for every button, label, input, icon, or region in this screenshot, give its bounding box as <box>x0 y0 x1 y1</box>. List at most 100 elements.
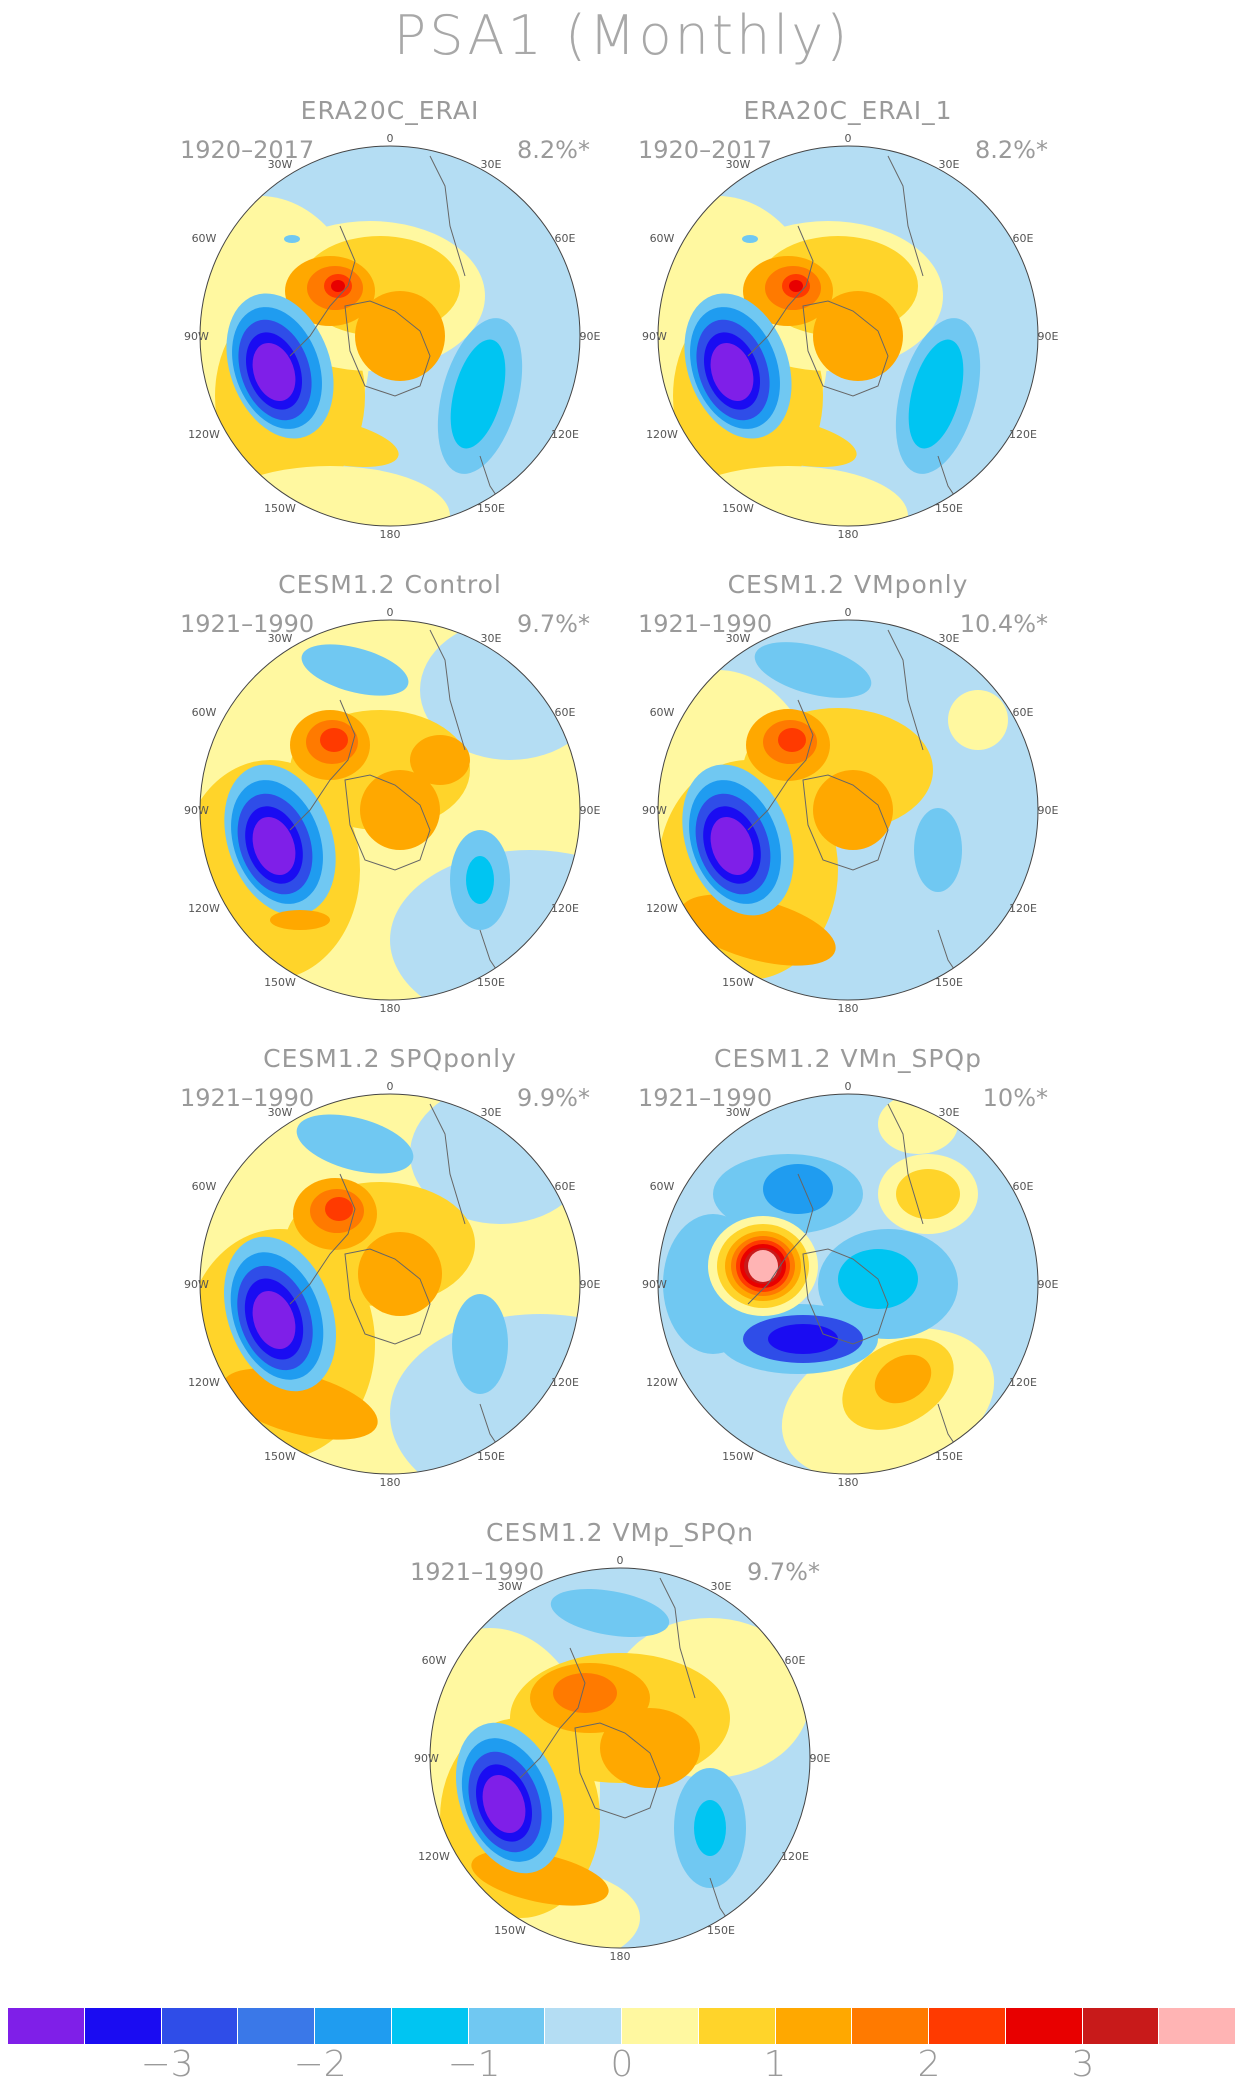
svg-text:120E: 120E <box>551 902 579 915</box>
svg-text:90W: 90W <box>414 1752 439 1765</box>
svg-text:150W: 150W <box>264 976 296 989</box>
svg-text:30E: 30E <box>481 158 502 171</box>
svg-text:0: 0 <box>845 606 852 619</box>
svg-text:0: 0 <box>387 606 394 619</box>
colorbar <box>8 2008 1236 2044</box>
period-label: 1921–1990 <box>180 610 315 638</box>
longitude-labels: 0 30E 60E 90E 120E 150E 180 150W 120W 90… <box>414 1554 830 1963</box>
colorbar-swatch <box>8 2008 85 2044</box>
variance-explained: 9.9%* <box>517 1084 590 1112</box>
variance-explained: 10.4%* <box>959 610 1048 638</box>
longitude-labels: 0 30E 60E 90E 120E 150E 180 150W 120W 90… <box>642 132 1058 541</box>
svg-text:30E: 30E <box>939 1106 960 1119</box>
svg-text:60W: 60W <box>650 706 675 719</box>
svg-text:150E: 150E <box>707 1924 735 1937</box>
svg-text:180: 180 <box>380 1476 401 1489</box>
colorbar-swatch <box>1159 2008 1236 2044</box>
polar-map: 0 30E 60E 90E 120E 150E 180 150W 120W 90… <box>184 606 600 1015</box>
longitude-labels: 0 30E 60E 90E 120E 150E 180 150W 120W 90… <box>642 1080 1058 1489</box>
svg-text:0: 0 <box>845 132 852 145</box>
colorbar-swatch <box>852 2008 929 2044</box>
svg-text:60E: 60E <box>555 706 576 719</box>
colorbar-swatch <box>468 2008 546 2044</box>
svg-text:90W: 90W <box>642 330 667 343</box>
svg-text:90E: 90E <box>1038 1278 1058 1291</box>
polar-map: 0 30E 60E 90E 120E 150E 180 150W 120W 90… <box>414 1554 830 1963</box>
colorbar-swatch <box>1005 2008 1083 2044</box>
svg-text:90E: 90E <box>1038 330 1058 343</box>
svg-text:90W: 90W <box>642 804 667 817</box>
polar-map: 0 30E 60E 90E 120E 150E 180 150W 120W 90… <box>642 1080 1058 1489</box>
colorbar-swatch <box>775 2008 853 2044</box>
svg-text:90W: 90W <box>184 330 209 343</box>
svg-text:30E: 30E <box>939 632 960 645</box>
svg-text:180: 180 <box>380 528 401 541</box>
panel-title: CESM1.2 VMponly <box>727 570 969 599</box>
period-label: 1920–2017 <box>180 136 315 164</box>
svg-text:180: 180 <box>610 1950 631 1963</box>
colorbar-tick-label: 3 <box>1071 2044 1095 2085</box>
panel-title: ERA20C_ERAI_1 <box>743 96 953 125</box>
panel-title: CESM1.2 VMn_SPQp <box>714 1044 982 1073</box>
svg-text:0: 0 <box>845 1080 852 1093</box>
svg-text:90E: 90E <box>580 330 600 343</box>
svg-text:150W: 150W <box>722 976 754 989</box>
svg-text:150W: 150W <box>264 502 296 515</box>
panel-title: CESM1.2 VMp_SPQn <box>486 1518 754 1547</box>
colorbar-swatch <box>545 2008 622 2044</box>
panel-title: CESM1.2 SPQponly <box>263 1044 517 1073</box>
svg-text:60E: 60E <box>555 1180 576 1193</box>
svg-text:30W: 30W <box>268 1106 293 1119</box>
period-label: 1921–1990 <box>638 1084 773 1112</box>
variance-explained: 8.2%* <box>517 136 590 164</box>
variance-explained: 8.2%* <box>975 136 1048 164</box>
svg-text:120E: 120E <box>781 1850 809 1863</box>
svg-text:30W: 30W <box>726 1106 751 1119</box>
svg-text:180: 180 <box>838 1002 859 1015</box>
svg-text:30E: 30E <box>711 1580 732 1593</box>
svg-text:60W: 60W <box>192 1180 217 1193</box>
polar-map: 0 30E 60E 90E 120E 150E 180 150W 120W 90… <box>642 132 1058 541</box>
svg-text:150W: 150W <box>264 1450 296 1463</box>
svg-text:150E: 150E <box>477 502 505 515</box>
svg-text:60W: 60W <box>650 232 675 245</box>
longitude-labels: 0 30E 60E 90E 120E 150E 180 150W 120W 90… <box>184 606 600 1015</box>
svg-text:120E: 120E <box>1009 902 1037 915</box>
svg-text:30W: 30W <box>498 1580 523 1593</box>
svg-text:30W: 30W <box>268 158 293 171</box>
svg-text:90E: 90E <box>810 1752 830 1765</box>
svg-text:150W: 150W <box>494 1924 526 1937</box>
panel-title: ERA20C_ERAI <box>300 96 480 125</box>
svg-text:180: 180 <box>380 1002 401 1015</box>
period-label: 1921–1990 <box>180 1084 315 1112</box>
svg-text:30E: 30E <box>481 1106 502 1119</box>
svg-text:150E: 150E <box>935 502 963 515</box>
svg-text:60E: 60E <box>1013 232 1034 245</box>
svg-text:120W: 120W <box>646 1376 678 1389</box>
map-panel-5: 0 30E 60E 90E 120E 150E 180 150W 120W 90… <box>180 1044 600 1494</box>
svg-text:60W: 60W <box>422 1654 447 1667</box>
svg-text:150E: 150E <box>477 1450 505 1463</box>
svg-text:90E: 90E <box>1038 804 1058 817</box>
svg-text:180: 180 <box>838 1476 859 1489</box>
colorbar-tick-label: −3 <box>140 2044 194 2085</box>
colorbar-tick-label: 2 <box>917 2044 941 2085</box>
svg-text:60E: 60E <box>785 1654 806 1667</box>
svg-text:150E: 150E <box>935 976 963 989</box>
svg-text:30E: 30E <box>939 158 960 171</box>
svg-text:120W: 120W <box>188 1376 220 1389</box>
svg-text:120E: 120E <box>551 1376 579 1389</box>
colorbar-swatch <box>391 2008 469 2044</box>
colorbar-swatch <box>238 2008 315 2044</box>
colorbar-swatch <box>161 2008 239 2044</box>
svg-text:30E: 30E <box>481 632 502 645</box>
colorbar-swatch <box>84 2008 162 2044</box>
polar-map: 0 30E 60E 90E 120E 150E 180 150W 120W 90… <box>642 606 1058 1015</box>
svg-text:0: 0 <box>617 1554 624 1567</box>
variance-explained: 10%* <box>982 1084 1048 1112</box>
colorbar-tick-label: −1 <box>447 2044 501 2085</box>
svg-text:60W: 60W <box>192 706 217 719</box>
colorbar-tick-label: −2 <box>293 2044 347 2085</box>
svg-text:90E: 90E <box>580 804 600 817</box>
svg-text:120W: 120W <box>646 902 678 915</box>
